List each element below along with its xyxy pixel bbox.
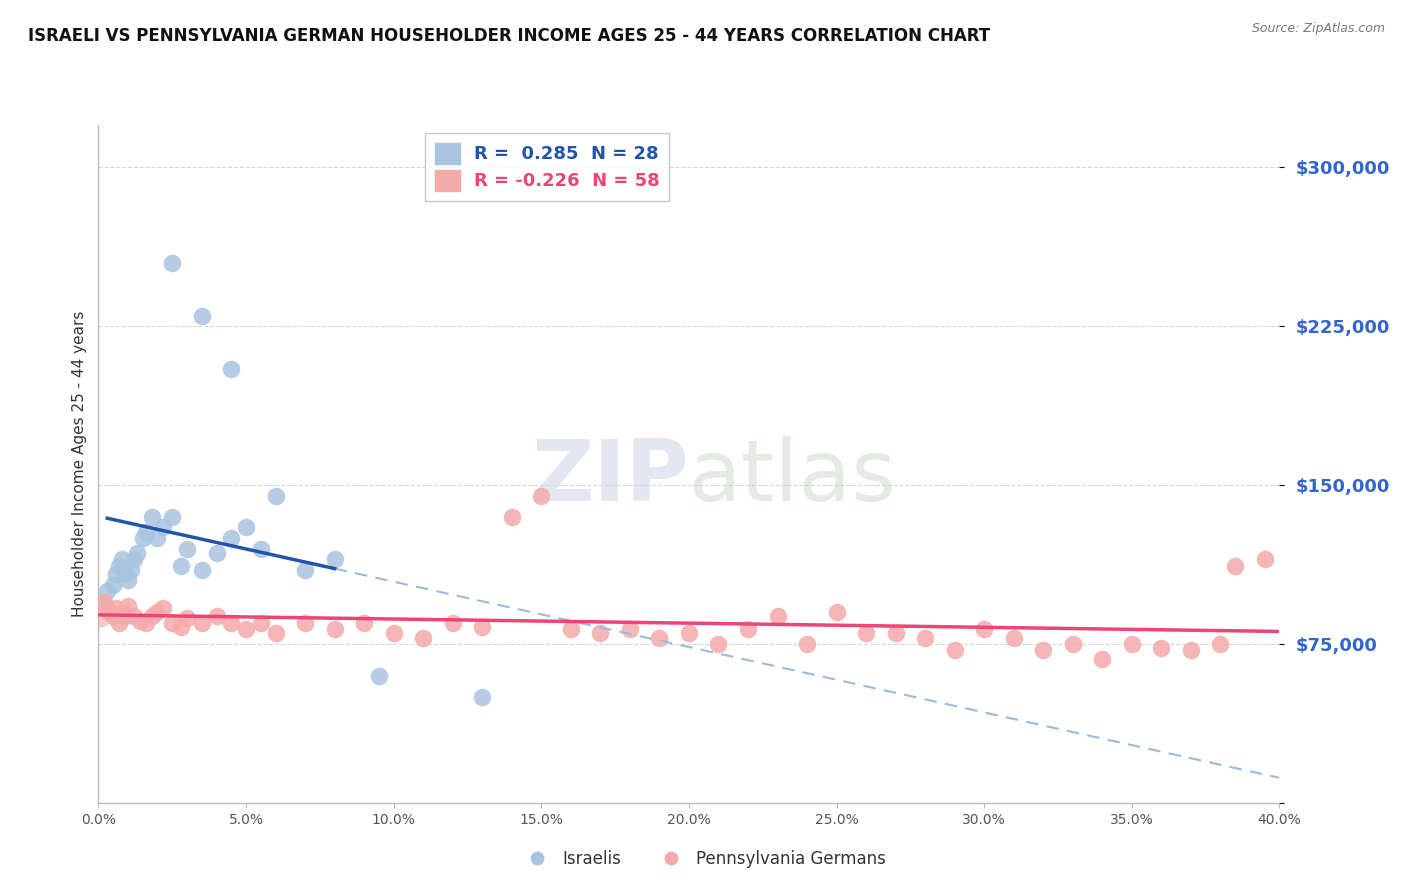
Point	[501, 509, 523, 524]
Point	[125, 546, 148, 560]
Point	[294, 615, 316, 630]
Point	[589, 626, 612, 640]
Point	[114, 567, 136, 582]
Point	[191, 309, 214, 323]
Point	[141, 609, 163, 624]
Point	[1091, 651, 1114, 665]
Point	[87, 605, 110, 619]
Point	[152, 520, 174, 534]
Point	[707, 637, 730, 651]
Point	[117, 599, 139, 613]
Text: ISRAELI VS PENNSYLVANIA GERMAN HOUSEHOLDER INCOME AGES 25 - 44 YEARS CORRELATION: ISRAELI VS PENNSYLVANIA GERMAN HOUSEHOLD…	[28, 27, 990, 45]
Point	[205, 609, 228, 624]
Point	[1223, 558, 1246, 573]
Point	[146, 531, 169, 545]
Point	[471, 690, 494, 704]
Point	[648, 631, 671, 645]
Point	[1180, 643, 1202, 657]
Point	[412, 631, 434, 645]
Point	[105, 567, 128, 582]
Point	[1121, 637, 1143, 651]
Point	[323, 552, 346, 566]
Text: Source: ZipAtlas.com: Source: ZipAtlas.com	[1251, 22, 1385, 36]
Point	[250, 615, 273, 630]
Point	[162, 255, 183, 269]
Point	[128, 614, 150, 628]
Y-axis label: Householder Income Ages 25 - 44 years: Householder Income Ages 25 - 44 years	[72, 310, 87, 617]
Point	[96, 583, 118, 598]
Point	[914, 631, 936, 645]
Point	[294, 563, 316, 577]
Point	[152, 601, 174, 615]
Point	[619, 622, 641, 636]
Point	[737, 622, 759, 636]
Point	[353, 615, 375, 630]
Point	[250, 541, 273, 556]
Point	[235, 520, 257, 534]
Point	[264, 489, 287, 503]
Point	[103, 609, 125, 624]
Point	[264, 626, 287, 640]
Point	[162, 509, 183, 524]
Legend: R =  0.285  N = 28, R = -0.226  N = 58: R = 0.285 N = 28, R = -0.226 N = 58	[425, 133, 669, 201]
Point	[191, 615, 214, 630]
Point	[105, 601, 128, 615]
Point	[219, 531, 243, 545]
Point	[1209, 637, 1232, 651]
Point	[132, 531, 155, 545]
Legend: Israelis, Pennsylvania Germans: Israelis, Pennsylvania Germans	[513, 844, 893, 875]
Point	[943, 643, 966, 657]
Point	[323, 622, 346, 636]
Point	[219, 615, 243, 630]
Point	[1150, 641, 1173, 656]
Point	[114, 609, 136, 624]
Point	[120, 563, 142, 577]
Point	[111, 552, 134, 566]
Point	[1254, 552, 1277, 566]
Point	[122, 552, 145, 566]
Point	[122, 609, 145, 624]
Point	[98, 605, 121, 619]
Text: ZIP: ZIP	[531, 436, 689, 519]
Point	[191, 563, 214, 577]
Point	[235, 622, 257, 636]
Text: atlas: atlas	[689, 436, 897, 519]
Point	[111, 605, 134, 619]
Point	[205, 546, 228, 560]
Point	[1062, 637, 1084, 651]
Point	[103, 577, 125, 591]
Point	[170, 620, 193, 634]
Point	[884, 626, 907, 640]
Point	[135, 524, 157, 539]
Point	[382, 626, 405, 640]
Point	[441, 615, 464, 630]
Point	[973, 622, 995, 636]
Point	[108, 558, 131, 573]
Point	[141, 509, 163, 524]
Point	[678, 626, 700, 640]
Point	[93, 594, 115, 608]
Point	[1002, 631, 1025, 645]
Point	[825, 605, 848, 619]
Point	[108, 615, 131, 630]
Point	[1032, 643, 1054, 657]
Point	[170, 558, 193, 573]
Point	[560, 622, 582, 636]
Point	[471, 620, 494, 634]
Point	[855, 626, 877, 640]
Point	[176, 541, 198, 556]
Point	[368, 669, 391, 683]
Point	[796, 637, 818, 651]
Point	[162, 615, 183, 630]
Point	[219, 361, 243, 376]
Point	[135, 615, 157, 630]
Point	[530, 489, 553, 503]
Point	[176, 611, 198, 625]
Point	[146, 605, 169, 619]
Point	[96, 601, 118, 615]
Point	[766, 609, 789, 624]
Point	[117, 574, 139, 588]
